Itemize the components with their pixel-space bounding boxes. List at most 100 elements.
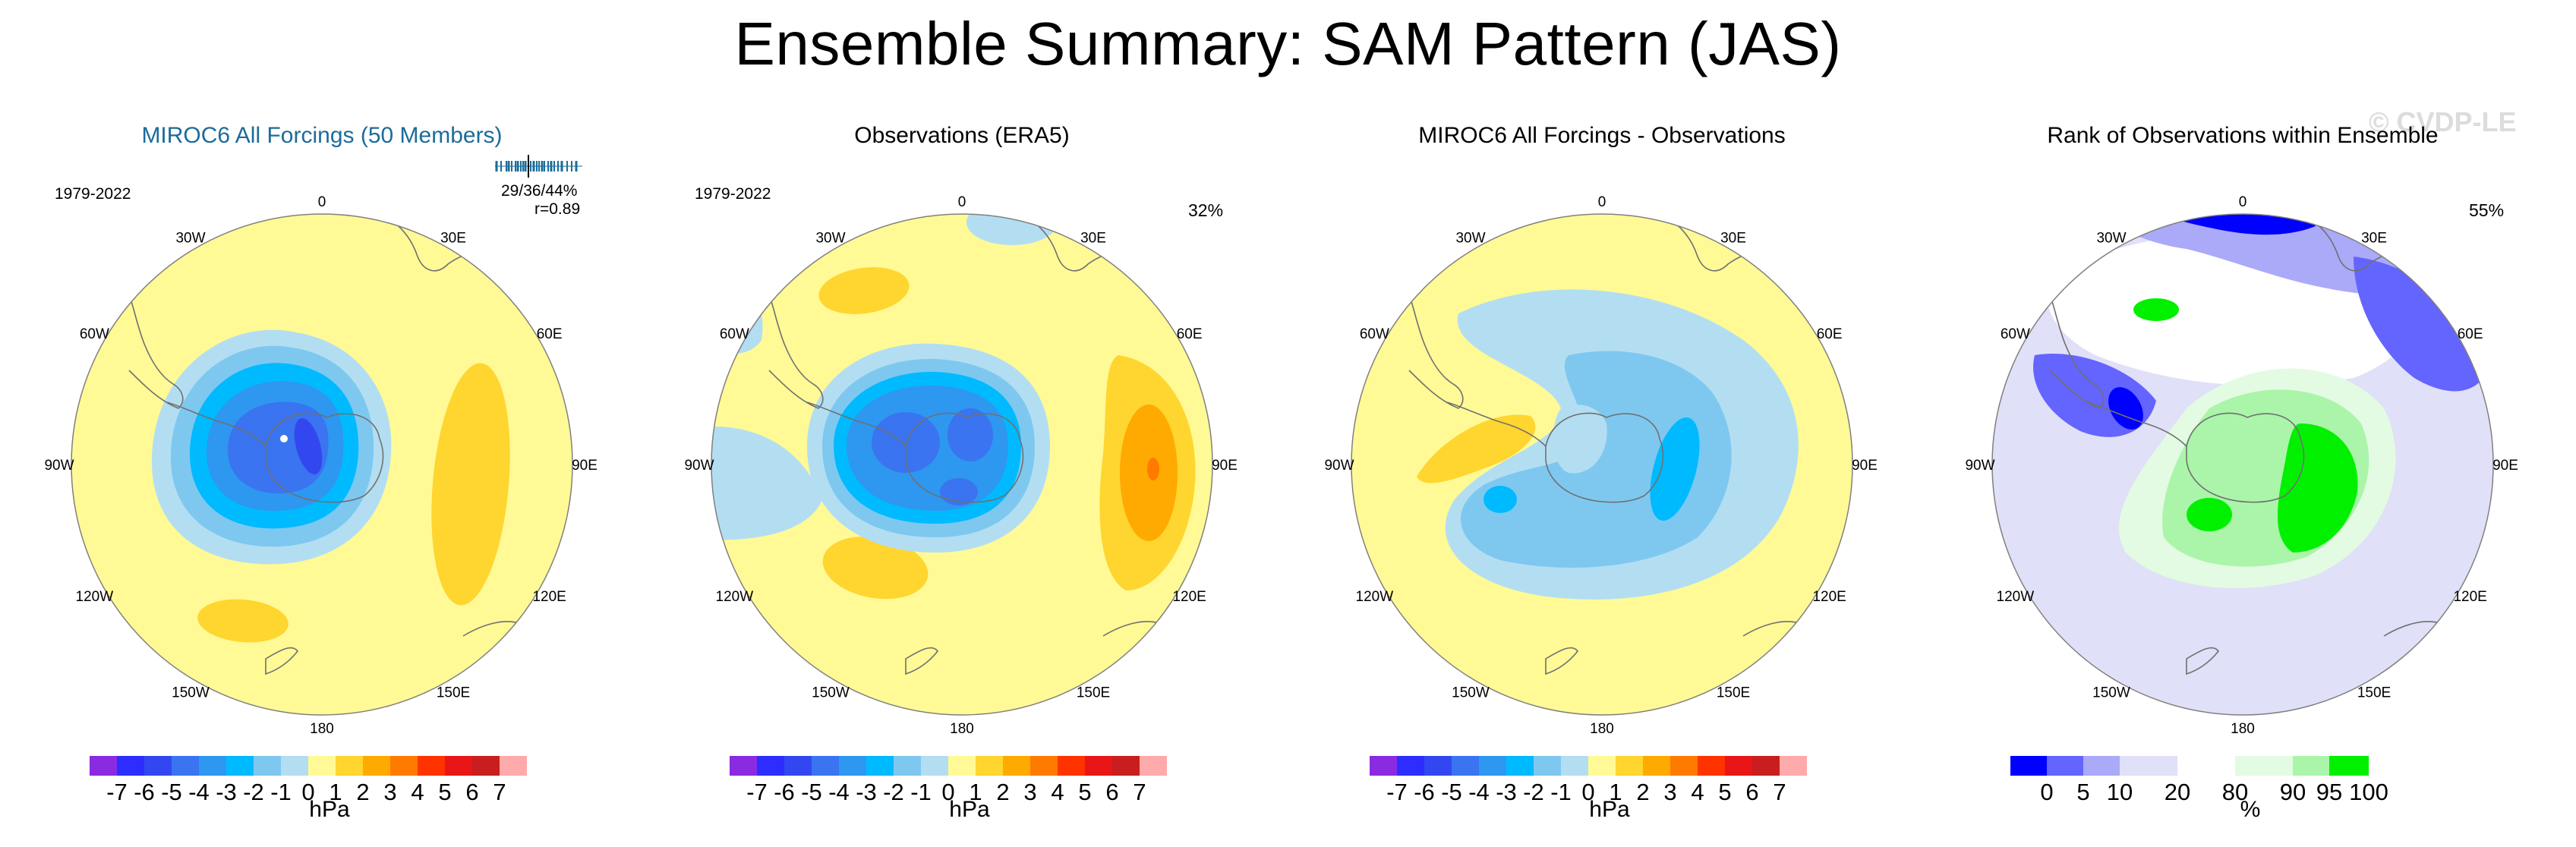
period-label: 1979-2022 <box>695 185 771 203</box>
colorbar-tick-label: 6 <box>1105 779 1119 805</box>
colorbar-tick-label: -5 <box>1441 779 1462 805</box>
colorbar-swatch <box>1780 756 1807 776</box>
colorbar-swatch <box>254 756 281 776</box>
colorbar-tick-label: -5 <box>801 779 822 805</box>
new-zealand-coast <box>265 647 298 675</box>
lon-label: 60E <box>2458 326 2483 342</box>
lon-label: 30E <box>2361 230 2387 246</box>
lon-label: 180 <box>2231 721 2255 737</box>
contour-pole <box>1553 405 1607 474</box>
lon-label: 90W <box>1324 458 1354 474</box>
colorbar-swatch <box>1424 756 1452 776</box>
lon-label: 30W <box>175 230 205 246</box>
colorbar-swatch <box>1670 756 1698 776</box>
colorbar-swatch <box>363 756 390 776</box>
contour-east-high-3 <box>1147 458 1159 480</box>
antarctica-coast <box>1545 412 1664 503</box>
colorbar-tick-label: 4 <box>1051 779 1064 805</box>
rank-100-north <box>2133 298 2179 321</box>
colorbar-swatch <box>1085 756 1112 776</box>
rank-5-east <box>2354 257 2490 392</box>
colorbar-tick-label: 3 <box>383 779 397 805</box>
colorbar-swatch <box>390 756 418 776</box>
lon-label: 60W <box>720 326 749 342</box>
lon-label: 150E <box>437 685 470 701</box>
colorbar-swatch <box>199 756 226 776</box>
colorbar-swatch <box>1534 756 1561 776</box>
contour-north-low <box>966 214 1058 245</box>
colorbar-swatch <box>948 756 976 776</box>
contour-west-high <box>1417 414 1536 483</box>
ensemble-rug-plot <box>495 155 582 178</box>
watermark-text: © CVDP-LE <box>2369 106 2517 137</box>
colorbar-swatch <box>308 756 336 776</box>
polar-map: 0 30E 60E 90E 120E 150E 180 150W 120W 90W 60W 30W <box>1965 194 2518 737</box>
lon-label: 180 <box>950 721 974 737</box>
lon-label: 60E <box>1817 326 1843 342</box>
percent-label: 32% <box>1188 200 1224 220</box>
lon-label: 60E <box>1177 326 1203 342</box>
colorbar-tick-label: 0 <box>301 779 315 805</box>
colorbar-tick-label: -2 <box>883 779 904 805</box>
colorbar-swatch <box>784 756 812 776</box>
colorbar-swatch <box>839 756 866 776</box>
panel-observations: Observations (ERA5) 1979-2022 32% 0 30E 60… <box>640 0 1284 847</box>
colorbar-tick-label: 7 <box>1773 779 1786 805</box>
colorbar-tick-label: -1 <box>1550 779 1572 805</box>
map-field <box>1351 214 1852 715</box>
lon-label: 120E <box>1812 589 1846 605</box>
colorbar-tick-label: 2 <box>996 779 1010 805</box>
lon-label: 120W <box>76 589 114 605</box>
colorbar-swatch <box>1452 756 1479 776</box>
colorbar-tick-label: 90 <box>2279 779 2306 805</box>
colorbar-tick-label: -6 <box>1414 779 1435 805</box>
colorbar-tick-label: 6 <box>1745 779 1759 805</box>
colorbar-tick-label: 0 <box>1581 779 1595 805</box>
antarctica-coast <box>265 412 384 503</box>
colorbar-tick-label: 1 <box>329 779 342 805</box>
lon-label: 120E <box>1172 589 1206 605</box>
panel-title: Observations (ERA5) <box>854 123 1070 148</box>
lon-label: 150W <box>812 685 850 701</box>
lon-label: 0 <box>1598 194 1606 210</box>
contour-sw-high <box>822 536 929 600</box>
contour-4b <box>947 408 993 461</box>
units-label: hPa <box>1589 797 1630 822</box>
lon-label: 120W <box>716 589 754 605</box>
colorbar-rank <box>2010 756 2369 776</box>
colorbar-tick-label: -7 <box>746 779 768 805</box>
peninsula-coast <box>166 401 266 447</box>
colorbar-swatch <box>2235 756 2293 776</box>
colorbar-swatch <box>812 756 839 776</box>
lon-label: 30W <box>815 230 845 246</box>
colorbar-swatch <box>1058 756 1085 776</box>
contour-ne-high <box>818 267 910 314</box>
colorbar-swatch <box>1725 756 1752 776</box>
colorbar-swatch <box>1397 756 1424 776</box>
units-label: hPa <box>949 797 990 822</box>
colorbar-swatch <box>172 756 199 776</box>
map-boundary <box>1351 213 1853 716</box>
lon-label: 90E <box>1212 458 1238 474</box>
colorbar-swatch <box>281 756 308 776</box>
colorbar-tick-label: -4 <box>828 779 850 805</box>
map-boundary <box>1991 213 2494 716</box>
colorbar-tick-label: 20 <box>2164 779 2191 805</box>
colorbar-swatch <box>90 756 117 776</box>
period-label: 1979-2022 <box>55 185 131 203</box>
colorbar-swatch <box>894 756 921 776</box>
map-field <box>711 214 1212 715</box>
colorbar-swatch <box>144 756 172 776</box>
colorbar-swatch <box>226 756 254 776</box>
colorbar-swatch <box>1698 756 1725 776</box>
colorbar-tick-label: 5 <box>2076 779 2090 805</box>
colorbar-tick-label: 0 <box>941 779 955 805</box>
colorbar-swatch <box>1752 756 1780 776</box>
panel-title: MIROC6 All Forcings - Observations <box>1418 123 1786 148</box>
contour-south-high <box>197 599 288 643</box>
colorbar-swatch <box>472 756 500 776</box>
lon-label: 150E <box>1077 685 1110 701</box>
units-label: hPa <box>309 797 350 822</box>
colorbar-tick-label: 1 <box>1609 779 1622 805</box>
colorbar-swatch <box>1030 756 1058 776</box>
